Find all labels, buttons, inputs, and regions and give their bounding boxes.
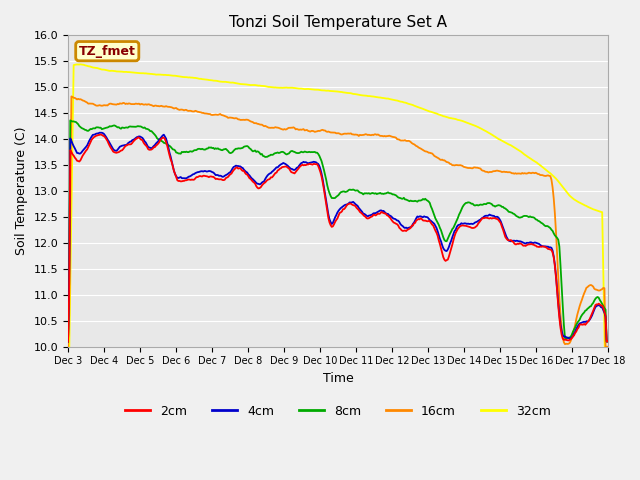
Line: 16cm: 16cm: [68, 96, 608, 347]
8cm: [67, 118, 74, 123]
16cm: [293, 126, 301, 132]
2cm: [293, 168, 301, 174]
32cm: [367, 94, 375, 99]
4cm: [393, 217, 401, 223]
16cm: [68, 94, 76, 99]
8cm: [604, 339, 612, 345]
4cm: [293, 165, 301, 171]
Y-axis label: Soil Temperature (C): Soil Temperature (C): [15, 127, 28, 255]
32cm: [556, 180, 563, 186]
Legend: 2cm, 4cm, 8cm, 16cm, 32cm: 2cm, 4cm, 8cm, 16cm, 32cm: [120, 400, 556, 423]
4cm: [604, 339, 612, 345]
4cm: [97, 130, 104, 135]
8cm: [233, 146, 241, 152]
8cm: [293, 150, 301, 156]
Line: 32cm: 32cm: [68, 64, 608, 480]
Line: 4cm: 4cm: [68, 132, 608, 342]
2cm: [367, 214, 375, 220]
16cm: [367, 132, 375, 138]
4cm: [556, 312, 563, 317]
16cm: [462, 165, 470, 170]
32cm: [293, 85, 301, 91]
32cm: [233, 81, 241, 86]
2cm: [462, 223, 470, 228]
Line: 2cm: 2cm: [68, 134, 608, 342]
32cm: [462, 120, 470, 125]
8cm: [64, 339, 72, 345]
4cm: [233, 163, 241, 169]
8cm: [462, 200, 470, 206]
2cm: [556, 315, 563, 321]
16cm: [393, 136, 401, 142]
Line: 8cm: 8cm: [68, 120, 608, 342]
16cm: [556, 295, 563, 301]
8cm: [393, 193, 401, 199]
2cm: [64, 339, 72, 345]
2cm: [233, 165, 241, 170]
4cm: [64, 339, 72, 345]
32cm: [64, 426, 72, 432]
4cm: [462, 221, 470, 227]
X-axis label: Time: Time: [323, 372, 353, 385]
16cm: [604, 344, 612, 349]
2cm: [604, 339, 612, 345]
4cm: [367, 212, 375, 218]
8cm: [367, 191, 375, 196]
16cm: [64, 344, 72, 349]
2cm: [393, 221, 401, 227]
2cm: [97, 132, 104, 137]
16cm: [233, 116, 241, 121]
8cm: [556, 243, 563, 249]
32cm: [77, 61, 84, 67]
Text: TZ_fmet: TZ_fmet: [79, 45, 136, 58]
32cm: [393, 97, 401, 103]
Title: Tonzi Soil Temperature Set A: Tonzi Soil Temperature Set A: [229, 15, 447, 30]
